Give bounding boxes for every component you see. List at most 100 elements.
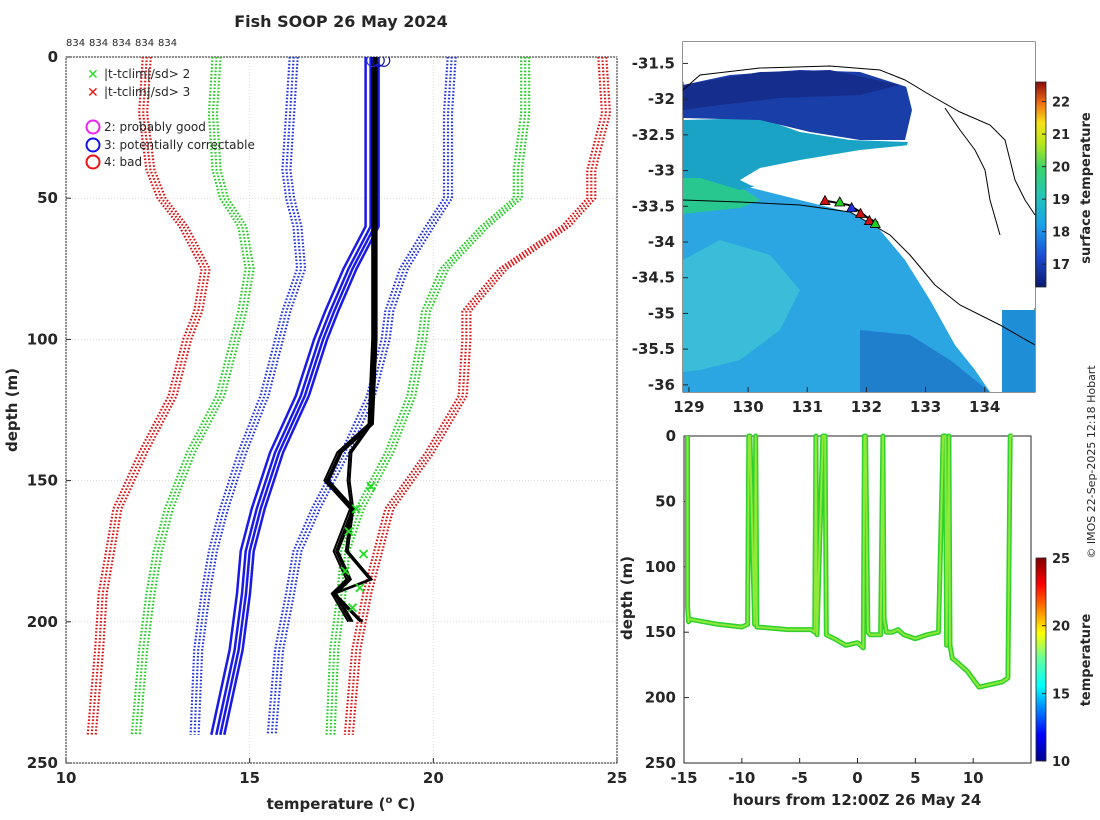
dt-x-tick-label: -15: [670, 769, 697, 787]
sst-mid-water: [683, 118, 908, 190]
map-y-tick-label: -31.5: [632, 54, 675, 72]
profile-plot-area: [65, 56, 618, 764]
t-cb-tick-label: 10: [1052, 755, 1070, 770]
station-marker: [845, 201, 858, 213]
map-y-tick-label: -33.5: [632, 197, 675, 215]
t-cb-tick-label: 25: [1052, 552, 1070, 567]
map-y-tick-label: -34: [648, 233, 675, 251]
map-y-tick-label: -32: [648, 90, 675, 108]
sst-shelf-patch: [860, 330, 990, 392]
depth-time-x-axis-label: hours from 12:00Z 26 May 24: [733, 791, 982, 809]
flag-marker: [340, 566, 350, 576]
map-x-tick-label: 129: [673, 398, 704, 416]
x-tick-label: 15: [239, 769, 260, 787]
shelf-contour: [683, 199, 1035, 346]
observed-profile-line: [323, 57, 374, 623]
x-label-superscript: o: [385, 795, 392, 806]
sst-warm-band: [683, 176, 760, 214]
climatology-line: [270, 57, 453, 735]
map-x-tick-label: 131: [792, 398, 823, 416]
flag-marker: [344, 526, 354, 537]
ship-track: [819, 194, 881, 228]
x-tick-label: 20: [423, 769, 444, 787]
map-y-tick-label: -36: [648, 376, 675, 394]
sst-cb-tick-label: 21: [1052, 128, 1070, 143]
profile-grid: [65, 56, 618, 764]
dt-x-tick-label: -10: [728, 769, 755, 787]
legend-circle-red-icon: [85, 154, 101, 170]
climatology-line: [351, 57, 612, 735]
sst-cb-tick-label: 18: [1052, 226, 1070, 241]
flag-marker: [355, 583, 365, 593]
legend-item-bad: 4: bad: [85, 154, 142, 170]
flag-marker: [347, 603, 358, 613]
climatology-line: [86, 57, 203, 735]
t-cb-tick-label: 15: [1052, 687, 1070, 702]
sst-colorbar-ticks: 17 18 19 20 21 22: [1042, 96, 1070, 273]
surface-qc-circle: [371, 57, 385, 67]
map-y-tick-label: -35.5: [632, 340, 675, 358]
x-label-text: temperature (: [267, 795, 386, 813]
mean-profile-line: [215, 57, 372, 736]
top-label: 834: [89, 38, 108, 49]
depth-time-y-axis-label: depth (m): [618, 556, 636, 640]
depth-track-highlight: [686, 435, 1013, 689]
sst-colorbar-label: surface temperature: [1079, 112, 1094, 264]
t-cb-tick-label: 20: [1052, 620, 1070, 635]
top-label: 834: [112, 38, 131, 49]
y-tick-label: 0: [48, 48, 58, 66]
sst-north-coldest: [683, 70, 900, 110]
top-label: 834: [158, 38, 177, 49]
sst-cb-tick-label: 22: [1052, 96, 1070, 111]
dt-x-tick-label: -5: [791, 769, 808, 787]
legend-x-red-icon: ✕: [87, 85, 99, 101]
surface-qc-circle: [377, 57, 391, 67]
station-marker: [869, 217, 881, 228]
y-tick-label: 150: [27, 472, 58, 490]
climatology-line: [138, 57, 255, 735]
climatology-line: [325, 57, 523, 735]
flag-marker: [358, 549, 369, 559]
map-x-tick-label: 130: [732, 398, 763, 416]
climatology-line: [266, 57, 449, 735]
map-y-tick-label: -33: [648, 162, 675, 180]
coastline-spencer-gulf: [944, 107, 1001, 236]
surface-qc-circle: [366, 57, 380, 67]
observed-profile-line: [327, 57, 378, 623]
legend-label: 3: potentially correctable: [104, 138, 255, 152]
legend-label: |t-tclim|/sd> 2: [104, 67, 190, 81]
top-label: 834: [135, 38, 154, 49]
station-marker: [834, 196, 846, 207]
map-y-tick-label: -32.5: [632, 126, 675, 144]
map-panel: 129 130 131 132 133 134 -31.5 -32 -32.5 -33 -33.5 -…: [632, 41, 1094, 416]
dt-y-tick-label: 200: [645, 689, 676, 707]
climatology-line: [90, 57, 207, 735]
climatology-line: [197, 57, 307, 735]
temperature-colorbar-ticks: 10 15 20 25: [1042, 552, 1070, 770]
dt-y-tick-label: 150: [645, 623, 676, 641]
legend-label: |t-tclim|/sd> 3: [104, 85, 190, 99]
temperature-colorbar: [1035, 557, 1047, 762]
top-labels: 834 834 834 834 834: [66, 38, 177, 49]
sst-east-water: [1002, 310, 1035, 392]
y-tick-label: 200: [27, 613, 58, 631]
top-label: 834: [66, 38, 85, 49]
sst-cb-tick-label: 17: [1052, 258, 1070, 273]
legend-x-green-icon: ✕: [87, 67, 99, 83]
map-y-tick-label: -34.5: [632, 269, 675, 287]
legend-circle-magenta-icon: [85, 119, 101, 135]
mean-profile-line: [219, 57, 376, 736]
station-marker: [854, 207, 867, 218]
climatology-line: [130, 57, 247, 735]
legend-item-sd2: ✕ |t-tclim|/sd> 2: [87, 67, 190, 83]
dt-y-tick-label: 100: [645, 558, 676, 576]
profile-series: [86, 57, 612, 736]
profile-y-axis-label: depth (m): [3, 368, 21, 452]
station-marker: [819, 194, 831, 205]
map-y-tick-label: -35: [648, 304, 675, 322]
depth-time-plot-area: [683, 435, 1032, 764]
map-x-tick-label: 132: [851, 398, 882, 416]
dt-x-tick-label: 0: [852, 769, 862, 787]
